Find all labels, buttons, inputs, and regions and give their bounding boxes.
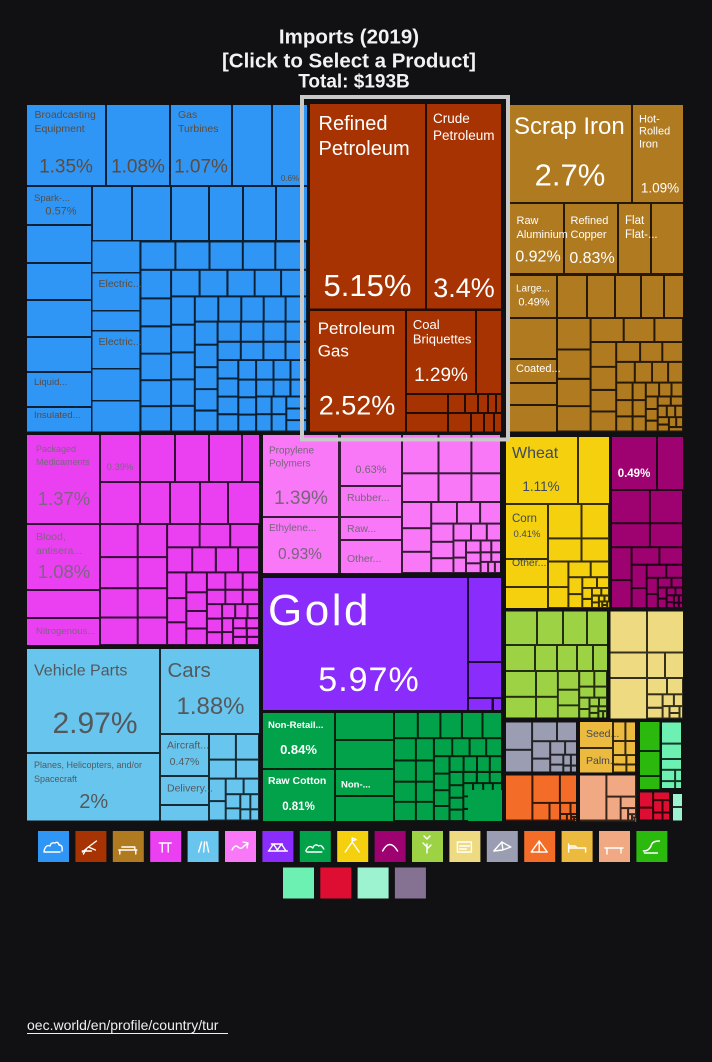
svg-text:Flat: Flat xyxy=(625,215,645,227)
svg-text:antisera...: antisera... xyxy=(36,545,82,557)
svg-text:Petroleum: Petroleum xyxy=(318,319,395,338)
svg-text:Seed...: Seed... xyxy=(586,728,619,740)
svg-text:Corn: Corn xyxy=(512,513,537,525)
svg-text:0.41%: 0.41% xyxy=(514,529,541,540)
svg-text:1.08%: 1.08% xyxy=(38,561,90,582)
svg-text:Gas: Gas xyxy=(318,342,349,361)
svg-text:Gas: Gas xyxy=(178,109,197,121)
svg-text:Palm...: Palm... xyxy=(586,755,619,767)
svg-text:Liquid...: Liquid... xyxy=(34,377,67,388)
svg-text:Non-Retail...: Non-Retail... xyxy=(268,720,323,731)
svg-text:Raw Cotton: Raw Cotton xyxy=(268,775,326,787)
svg-text:Cars: Cars xyxy=(168,659,211,682)
svg-text:0.81%: 0.81% xyxy=(282,801,315,813)
svg-text:0.39%: 0.39% xyxy=(107,462,134,473)
svg-text:Refined: Refined xyxy=(319,113,388,135)
svg-text:Vehicle Parts: Vehicle Parts xyxy=(34,663,127,680)
svg-text:Aluminium: Aluminium xyxy=(517,229,568,241)
svg-text:Flat-...: Flat-... xyxy=(625,229,658,241)
svg-text:Packaged: Packaged xyxy=(36,444,76,454)
svg-text:1.11%: 1.11% xyxy=(522,479,559,494)
svg-text:2.97%: 2.97% xyxy=(52,707,137,740)
svg-text:1.08%: 1.08% xyxy=(111,157,165,178)
svg-text:0.93%: 0.93% xyxy=(278,546,322,563)
svg-text:Ethylene...: Ethylene... xyxy=(269,523,316,534)
svg-text:0.57%: 0.57% xyxy=(45,206,76,218)
svg-text:1.09%: 1.09% xyxy=(641,181,679,196)
svg-text:[Click to Select a Product]: [Click to Select a Product] xyxy=(222,50,476,73)
svg-text:Raw: Raw xyxy=(517,215,539,227)
svg-text:1.29%: 1.29% xyxy=(414,365,468,386)
svg-text:Polymers: Polymers xyxy=(269,459,311,470)
svg-text:5.97%: 5.97% xyxy=(318,661,419,699)
svg-text:Coal: Coal xyxy=(413,317,440,332)
svg-text:Electric...: Electric... xyxy=(99,336,142,348)
svg-text:3.4%: 3.4% xyxy=(433,273,495,303)
svg-text:0.6%: 0.6% xyxy=(281,174,299,183)
svg-text:Blood,: Blood, xyxy=(36,531,66,543)
svg-text:Spacecraft: Spacecraft xyxy=(34,774,78,784)
svg-text:Rubber...: Rubber... xyxy=(347,492,390,504)
svg-text:Non-...: Non-... xyxy=(341,780,371,791)
svg-text:Petroleum: Petroleum xyxy=(319,138,410,160)
svg-text:Spark-...: Spark-... xyxy=(34,193,70,204)
svg-text:0.83%: 0.83% xyxy=(569,250,614,267)
svg-text:0.47%: 0.47% xyxy=(170,756,200,768)
svg-text:Coated...: Coated... xyxy=(516,363,561,375)
svg-text:0.63%: 0.63% xyxy=(355,464,386,476)
svg-text:Medicaments: Medicaments xyxy=(36,457,90,467)
svg-text:Briquettes: Briquettes xyxy=(413,332,472,347)
svg-text:Nitrogenous...: Nitrogenous... xyxy=(36,626,95,637)
svg-text:Insulated...: Insulated... xyxy=(34,410,80,421)
svg-text:Wheat: Wheat xyxy=(512,445,559,462)
svg-text:Crude: Crude xyxy=(433,111,470,126)
svg-text:0.84%: 0.84% xyxy=(280,742,317,757)
svg-text:oec.world/en/profile/country/t: oec.world/en/profile/country/tur xyxy=(27,1017,219,1033)
svg-text:Broadcasting: Broadcasting xyxy=(35,109,96,121)
svg-text:Aircraft...: Aircraft... xyxy=(167,740,209,752)
svg-text:5.15%: 5.15% xyxy=(324,268,412,303)
svg-text:1.37%: 1.37% xyxy=(38,488,90,509)
svg-text:Electric...: Electric... xyxy=(99,278,142,290)
svg-text:Rolled: Rolled xyxy=(639,126,670,138)
svg-text:Planes, Helicopters, and/or: Planes, Helicopters, and/or xyxy=(34,760,142,770)
svg-text:Imports (2019): Imports (2019) xyxy=(279,26,419,49)
svg-text:0.92%: 0.92% xyxy=(515,249,560,266)
svg-text:Gold: Gold xyxy=(268,586,371,635)
svg-text:2.7%: 2.7% xyxy=(535,158,606,193)
svg-text:Refined: Refined xyxy=(571,215,609,227)
svg-text:Turbines: Turbines xyxy=(178,123,218,135)
svg-text:Propylene: Propylene xyxy=(269,446,314,457)
svg-text:Scrap Iron: Scrap Iron xyxy=(514,113,625,140)
svg-text:1.35%: 1.35% xyxy=(39,157,93,178)
svg-text:Copper: Copper xyxy=(571,229,607,241)
svg-text:0.49%: 0.49% xyxy=(518,297,549,309)
svg-text:Large...: Large... xyxy=(516,284,550,295)
svg-text:Other...: Other... xyxy=(512,557,546,569)
svg-text:Petroleum: Petroleum xyxy=(433,128,495,143)
svg-text:1.39%: 1.39% xyxy=(274,488,328,509)
svg-text:1.07%: 1.07% xyxy=(174,157,228,178)
svg-text:2.52%: 2.52% xyxy=(319,391,396,421)
svg-text:Total: $193B: Total: $193B xyxy=(298,72,410,93)
svg-text:Equipment: Equipment xyxy=(35,123,85,135)
svg-text:1.88%: 1.88% xyxy=(176,693,244,720)
svg-text:2%: 2% xyxy=(79,791,108,813)
svg-text:Raw...: Raw... xyxy=(347,523,376,535)
svg-text:Delivery...: Delivery... xyxy=(167,783,213,795)
svg-text:Other...: Other... xyxy=(347,553,381,565)
svg-text:0.49%: 0.49% xyxy=(618,468,651,480)
svg-text:Iron: Iron xyxy=(639,139,658,151)
svg-text:Hot-: Hot- xyxy=(639,114,660,126)
